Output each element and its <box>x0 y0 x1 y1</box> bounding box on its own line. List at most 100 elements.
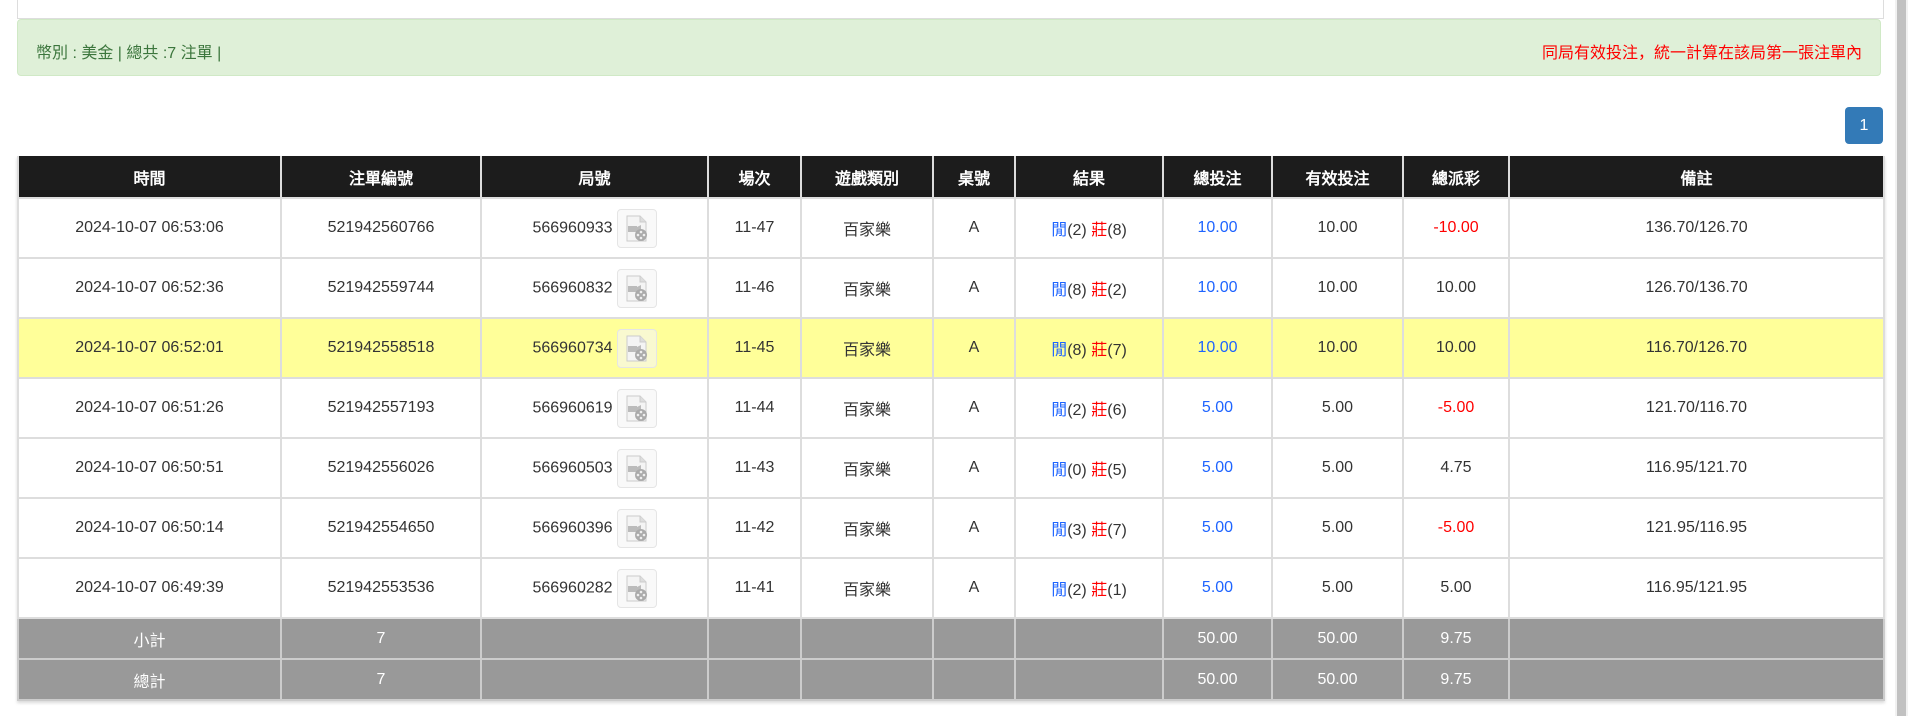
cell-result: 閒(8) 莊(2) <box>1014 257 1164 319</box>
header-game-type: 遊戲類別 <box>800 156 934 199</box>
cell-table-no: A <box>932 317 1016 379</box>
round-number: 566960734 <box>532 339 613 357</box>
cell-table-no: A <box>932 377 1016 439</box>
video-replay-icon[interactable] <box>616 208 657 248</box>
cell-note: 116.95/121.70 <box>1508 437 1885 499</box>
cell-result: 閒(2) 莊(6) <box>1014 377 1164 439</box>
banker-label: 莊 <box>1091 462 1108 479</box>
scrollbar[interactable] <box>1895 0 1908 716</box>
empty-cell <box>1508 617 1885 660</box>
header-total-bet: 總投注 <box>1162 156 1273 199</box>
banker-label: 莊 <box>1091 342 1108 359</box>
video-replay-icon[interactable] <box>616 568 657 608</box>
cell-time: 2024-10-07 06:49:39 <box>17 557 282 619</box>
banker-label: 莊 <box>1091 522 1108 539</box>
player-label: 閒 <box>1051 522 1068 539</box>
empty-cell <box>800 658 934 701</box>
round-number: 566960933 <box>532 219 613 237</box>
cell-round: 566960503 <box>480 437 709 499</box>
cell-valid-bet: 5.00 <box>1271 377 1404 439</box>
cell-game-type: 百家樂 <box>800 317 934 379</box>
cell-round: 566960282 <box>480 557 709 619</box>
banker-score: (6) <box>1107 402 1127 419</box>
cell-table-no: A <box>932 437 1016 499</box>
cell-payout: -5.00 <box>1402 497 1510 559</box>
header-round: 局號 <box>480 156 709 199</box>
round-number: 566960396 <box>532 519 613 537</box>
cell-valid-bet: 5.00 <box>1271 557 1404 619</box>
cell-note: 121.70/116.70 <box>1508 377 1885 439</box>
total-row: 總計 7 50.00 50.00 9.75 <box>17 658 1885 701</box>
cell-table-no: A <box>932 557 1016 619</box>
round-number: 566960619 <box>532 399 613 417</box>
cell-table-no: A <box>932 197 1016 259</box>
player-label: 閒 <box>1051 582 1068 599</box>
cell-payout: 10.00 <box>1402 257 1510 319</box>
empty-cell <box>1014 617 1164 660</box>
cell-time: 2024-10-07 06:52:36 <box>17 257 282 319</box>
cell-time: 2024-10-07 06:53:06 <box>17 197 282 259</box>
table-row: 2024-10-07 06:50:14 521942554650 566960396… <box>17 497 1885 559</box>
cell-game-type: 百家樂 <box>800 437 934 499</box>
empty-cell <box>800 617 934 660</box>
video-replay-icon[interactable] <box>616 448 657 488</box>
cell-game-type: 百家樂 <box>800 257 934 319</box>
cell-result: 閒(0) 莊(5) <box>1014 437 1164 499</box>
empty-cell <box>932 658 1016 701</box>
player-score: (2) <box>1067 582 1087 599</box>
table-row: 2024-10-07 06:52:36 521942559744 566960832… <box>17 257 1885 319</box>
total-payout: 9.75 <box>1402 658 1510 701</box>
banker-score: (1) <box>1107 582 1127 599</box>
subtotal-count: 7 <box>280 617 482 660</box>
player-label: 閒 <box>1051 222 1068 239</box>
video-replay-icon[interactable] <box>616 388 657 428</box>
subtotal-total-bet: 50.00 <box>1162 617 1273 660</box>
video-replay-icon[interactable] <box>616 268 657 308</box>
page-1-button[interactable]: 1 <box>1845 107 1883 144</box>
table-row: 2024-10-07 06:50:51 521942556026 566960503… <box>17 437 1885 499</box>
round-number: 566960282 <box>532 579 613 597</box>
cell-round: 566960619 <box>480 377 709 439</box>
subtotal-row: 小計 7 50.00 50.00 9.75 <box>17 617 1885 660</box>
cell-round: 566960832 <box>480 257 709 319</box>
subtotal-payout: 9.75 <box>1402 617 1510 660</box>
cell-note: 116.70/126.70 <box>1508 317 1885 379</box>
cell-total-bet: 10.00 <box>1162 197 1273 259</box>
cell-payout: 5.00 <box>1402 557 1510 619</box>
total-total-bet: 50.00 <box>1162 658 1273 701</box>
empty-cell <box>707 617 802 660</box>
header-table-no: 桌號 <box>932 156 1016 199</box>
banker-label: 莊 <box>1091 282 1108 299</box>
empty-cell <box>480 658 709 701</box>
player-label: 閒 <box>1051 282 1068 299</box>
bet-records-table: 時間 注單編號 局號 場次 遊戲類別 桌號 結果 總投注 有效投注 總派彩 備註 2024-10-0… <box>17 156 1885 701</box>
banker-label: 莊 <box>1091 402 1108 419</box>
cell-table-no: A <box>932 257 1016 319</box>
banker-score: (7) <box>1107 342 1127 359</box>
cell-shoe: 11-43 <box>707 437 802 499</box>
cell-shoe: 11-47 <box>707 197 802 259</box>
total-count: 7 <box>280 658 482 701</box>
table-header: 時間 注單編號 局號 場次 遊戲類別 桌號 結果 總投注 有效投注 總派彩 備註 <box>17 156 1885 199</box>
summary-currency-count: 幣別 : 美金 | 總共 :7 注單 | <box>36 45 222 62</box>
header-bet-id: 注單編號 <box>280 156 482 199</box>
cell-bet-id: 521942560766 <box>280 197 482 259</box>
cell-total-bet: 10.00 <box>1162 257 1273 319</box>
header-valid-bet: 有效投注 <box>1271 156 1404 199</box>
cell-valid-bet: 10.00 <box>1271 317 1404 379</box>
subtotal-label: 小計 <box>17 617 282 660</box>
cell-time: 2024-10-07 06:52:01 <box>17 317 282 379</box>
cell-valid-bet: 5.00 <box>1271 437 1404 499</box>
banker-label: 莊 <box>1091 222 1108 239</box>
video-replay-icon[interactable] <box>616 328 657 368</box>
player-score: (3) <box>1067 522 1087 539</box>
cell-valid-bet: 10.00 <box>1271 257 1404 319</box>
table-row: 2024-10-07 06:52:01 521942558518 566960734… <box>17 317 1885 379</box>
banker-score: (8) <box>1107 222 1127 239</box>
table-row: 2024-10-07 06:53:06 521942560766 566960933… <box>17 197 1885 259</box>
cell-payout: -10.00 <box>1402 197 1510 259</box>
scrollbar-thumb[interactable] <box>1897 0 1906 716</box>
video-replay-icon[interactable] <box>616 508 657 548</box>
cell-note: 121.95/116.95 <box>1508 497 1885 559</box>
player-score: (8) <box>1067 282 1087 299</box>
